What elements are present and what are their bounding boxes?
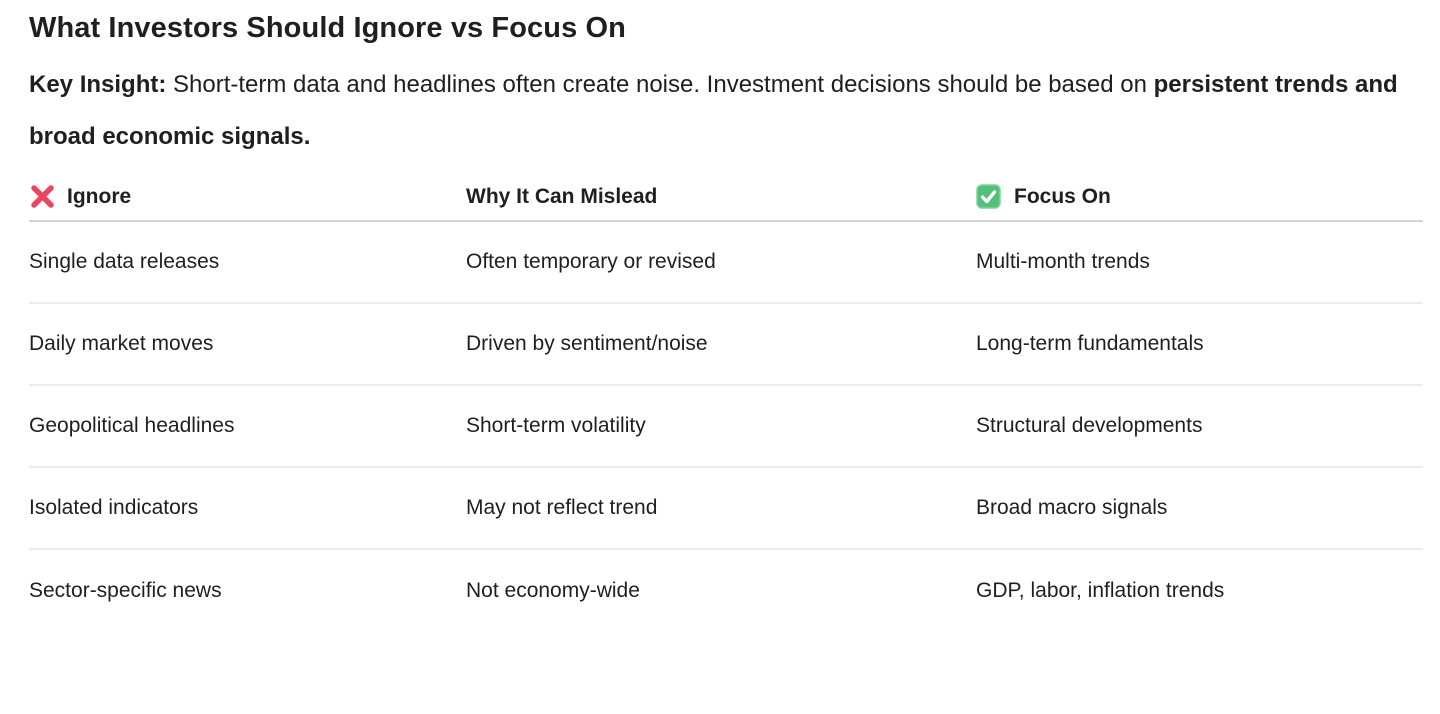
- cell-focus: Multi-month trends: [976, 250, 1150, 273]
- cell-focus: Broad macro signals: [976, 496, 1168, 519]
- table-row: Sector-specific news Not economy-wide GD…: [29, 550, 1423, 632]
- table-row: Single data releases Often temporary or …: [29, 222, 1423, 304]
- page-title: What Investors Should Ignore vs Focus On: [29, 12, 626, 44]
- cell-focus: Structural developments: [976, 414, 1203, 437]
- table-row: Geopolitical headlines Short-term volati…: [29, 386, 1423, 468]
- header-cell-mislead: Why It Can Mislead: [466, 185, 976, 209]
- cell-ignore: Geopolitical headlines: [29, 414, 235, 437]
- cell-mislead: Short-term volatility: [466, 414, 646, 437]
- table-header-row: Ignore Why It Can Mislead Focus On: [29, 173, 1423, 222]
- cell-ignore: Sector-specific news: [29, 579, 222, 602]
- document-page: What Investors Should Ignore vs Focus On…: [29, 12, 1423, 632]
- header-label-ignore: Ignore: [67, 184, 132, 208]
- cell-ignore: Single data releases: [29, 250, 220, 273]
- check-mark-icon: [976, 184, 1001, 209]
- header-cell-ignore: Ignore: [29, 184, 466, 209]
- header-label-focus: Focus On: [1014, 184, 1111, 208]
- cell-mislead: Not economy-wide: [466, 579, 640, 602]
- table-body: Single data releases Often temporary or …: [29, 222, 1423, 632]
- cell-focus: Long-term fundamentals: [976, 332, 1204, 355]
- comparison-table: Ignore Why It Can Mislead Focus On Singl…: [29, 173, 1423, 632]
- table-row: Daily market moves Driven by sentiment/n…: [29, 304, 1423, 386]
- cell-ignore: Isolated indicators: [29, 496, 199, 519]
- key-insight-paragraph: Key Insight: Short-term data and headlin…: [29, 59, 1401, 163]
- key-insight-emphasis: persistent trends and broad economic sig…: [29, 71, 1398, 150]
- cross-mark-icon: [31, 185, 54, 208]
- table-row: Isolated indicators May not reflect tren…: [29, 468, 1423, 550]
- header-cell-focus: Focus On: [976, 184, 1423, 209]
- key-insight-label: Key Insight:: [29, 71, 167, 98]
- cell-mislead: Driven by sentiment/noise: [466, 332, 708, 355]
- cell-focus: GDP, labor, inflation trends: [976, 579, 1225, 602]
- cell-ignore: Daily market moves: [29, 332, 214, 355]
- header-label-mislead: Why It Can Mislead: [466, 184, 658, 208]
- cell-mislead: May not reflect trend: [466, 496, 658, 519]
- key-insight-text: Short-term data and headlines often crea…: [173, 71, 1147, 98]
- cell-mislead: Often temporary or revised: [466, 250, 716, 273]
